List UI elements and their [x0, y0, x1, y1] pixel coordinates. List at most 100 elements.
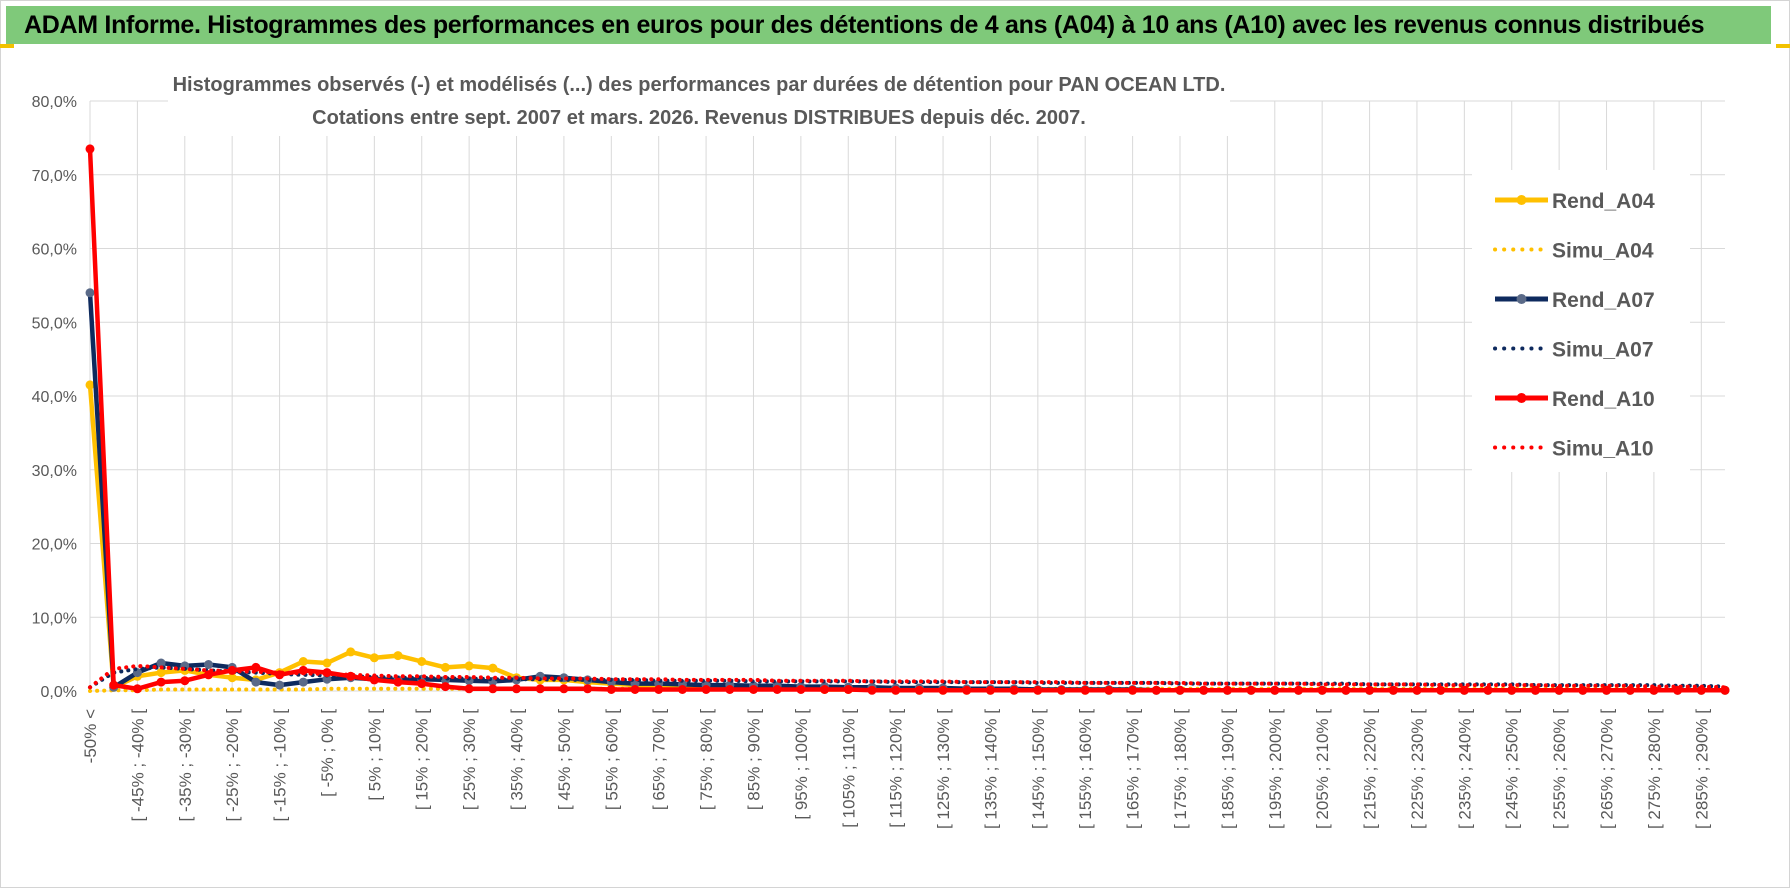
data-point [298, 665, 308, 675]
data-point [1009, 685, 1019, 695]
data-point [322, 674, 332, 684]
data-point [369, 653, 379, 663]
legend-label: Simu_A07 [1552, 339, 1654, 362]
data-point [464, 684, 474, 694]
y-tick-label: 40,0% [32, 389, 77, 406]
data-point [749, 685, 758, 694]
legend-label: Simu_A10 [1552, 438, 1654, 461]
data-point [1341, 685, 1351, 695]
report-banner: ADAM Informe. Histogrammes des performan… [6, 6, 1771, 44]
data-point [1151, 685, 1161, 695]
data-point [393, 677, 403, 687]
x-tick-label: [ 175% ; 180% [ [1171, 709, 1190, 829]
data-point [85, 144, 95, 154]
data-point [820, 685, 830, 694]
data-point [1294, 685, 1303, 695]
legend-label: Rend_A07 [1552, 289, 1655, 312]
x-tick-label: [ 25% ; 30% [ [460, 709, 479, 810]
legend-marker [1516, 195, 1527, 205]
data-point [1128, 685, 1138, 695]
data-point [417, 657, 427, 666]
x-tick-label: [ -35% ; -30% [ [176, 709, 195, 822]
data-point [914, 685, 924, 695]
data-point [1199, 685, 1209, 695]
data-point [1317, 685, 1327, 695]
data-point [156, 668, 166, 678]
data-point [1459, 685, 1469, 695]
data-point [725, 685, 735, 694]
data-point [1507, 685, 1517, 695]
legend-marker [1516, 294, 1527, 304]
data-point [322, 658, 332, 668]
data-point [1175, 685, 1185, 695]
y-tick-label: 80,0% [32, 94, 77, 111]
x-tick-label: [ 75% ; 80% [ [697, 709, 716, 810]
data-point [1625, 685, 1635, 695]
x-tick-label: [ 15% ; 20% [ [413, 709, 432, 810]
chart-series [85, 144, 1730, 695]
legend-item: Rend_A10 [1495, 388, 1655, 411]
y-tick-label: 50,0% [32, 315, 77, 332]
legend-item: Simu_A07 [1493, 339, 1654, 362]
data-point [464, 661, 474, 671]
x-tick-label: [ 265% ; 270% [ [1598, 709, 1617, 829]
data-point [109, 680, 119, 690]
x-tick-label: [ 115% ; 120% [ [887, 709, 906, 828]
legend-label: Simu_A04 [1552, 240, 1654, 263]
x-tick-label: [ 205% ; 210% [ [1313, 709, 1332, 829]
data-point [606, 685, 616, 694]
data-point [1602, 685, 1611, 695]
data-point [1270, 685, 1280, 695]
data-point [1222, 685, 1232, 695]
data-point [843, 685, 853, 694]
x-tick-label: [ 255% ; 260% [ [1550, 709, 1569, 829]
x-tick-label: [ 185% ; 190% [ [1218, 709, 1237, 829]
data-point [891, 685, 901, 695]
data-point [1412, 685, 1422, 695]
x-tick-label: -50% < [81, 709, 100, 763]
data-point [156, 658, 166, 668]
x-tick-label: [ 275% ; 280% [ [1645, 709, 1664, 829]
legend-item: Simu_A04 [1493, 240, 1654, 263]
legend-marker [1516, 393, 1527, 403]
data-point [630, 685, 640, 694]
data-point [1578, 685, 1588, 695]
data-point [559, 684, 569, 694]
y-axis-ticks: 0,0% 10,0% 20,0% 30,0% 40,0% 50,0% 60,0% 70,0% 8… [32, 94, 77, 701]
data-point [772, 685, 782, 694]
data-point [1483, 685, 1493, 695]
data-point [346, 647, 356, 657]
x-tick-label: [ 195% ; 200% [ [1266, 709, 1285, 829]
data-point [985, 685, 995, 695]
y-tick-label: 70,0% [32, 168, 77, 185]
data-point [1365, 685, 1375, 695]
x-tick-label: [ -15% ; -10% [ [271, 709, 290, 822]
data-point [701, 685, 711, 694]
data-point [654, 685, 664, 694]
x-tick-label: [ 65% ; 70% [ [650, 709, 669, 810]
data-point [180, 676, 190, 686]
data-point [85, 380, 95, 390]
data-point [1080, 685, 1090, 695]
data-point [393, 651, 403, 661]
legend-item: Rend_A07 [1495, 289, 1655, 312]
x-tick-label: [ 165% ; 170% [ [1124, 709, 1143, 829]
y-tick-label: 20,0% [32, 537, 77, 554]
data-point [1436, 685, 1446, 695]
chart-legend: Rend_A04 Simu_A04 Rend_A07 Simu_A07 Rend_A10… [1493, 190, 1655, 461]
x-tick-label: [ 135% ; 140% [ [981, 709, 1000, 829]
series-Rend_A10 [85, 144, 1730, 695]
legend-item: Rend_A04 [1495, 190, 1655, 213]
data-point [369, 675, 379, 685]
x-tick-label: [ 105% ; 110% [ [839, 709, 858, 828]
data-point [488, 663, 498, 673]
data-point [796, 685, 806, 694]
data-point [488, 684, 498, 694]
chart-title: Histogrammes observés (-) et modélisés (… [173, 74, 1226, 96]
x-tick-label: [ 35% ; 40% [ [508, 709, 527, 810]
data-point [1104, 685, 1114, 695]
data-point [251, 677, 261, 687]
chart-grid [89, 100, 1725, 692]
y-tick-label: 60,0% [32, 242, 77, 259]
data-point [1696, 685, 1706, 695]
